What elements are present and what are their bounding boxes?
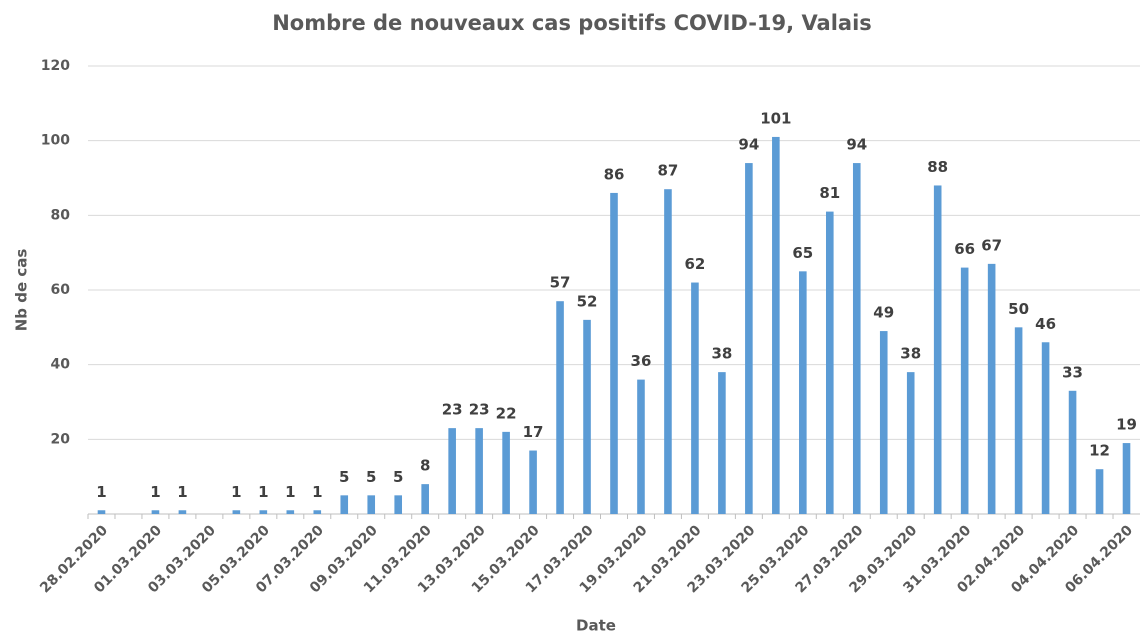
- value-label: 12: [1089, 442, 1110, 460]
- value-label: 5: [339, 468, 349, 486]
- bar: [1122, 443, 1131, 514]
- y-axis-label: Nb de cas: [13, 249, 31, 332]
- bar: [232, 510, 241, 514]
- bar: [97, 510, 106, 514]
- bar: [1014, 327, 1023, 514]
- bar: [906, 372, 915, 514]
- value-label: 87: [658, 162, 679, 180]
- value-label: 1: [150, 483, 160, 501]
- bar: [178, 510, 187, 514]
- value-label: 94: [846, 136, 867, 154]
- y-tick-label: 120: [41, 58, 70, 74]
- y-tick-label: 20: [51, 431, 71, 447]
- bar: [394, 495, 403, 514]
- bar: [610, 192, 618, 514]
- value-label: 23: [442, 401, 463, 419]
- bar: [745, 163, 753, 515]
- value-label: 46: [1035, 315, 1056, 333]
- bar: [1068, 390, 1077, 514]
- value-label: 86: [604, 165, 625, 183]
- bar: [448, 428, 456, 514]
- bar: [421, 484, 429, 514]
- y-tick-label: 40: [51, 357, 71, 373]
- bar: [583, 319, 591, 514]
- value-label: 67: [981, 236, 1002, 254]
- bar: [475, 428, 483, 514]
- bar: [286, 510, 295, 514]
- bar: [825, 211, 834, 514]
- value-label: 1: [258, 483, 268, 501]
- value-label: 101: [760, 109, 791, 127]
- value-label: 5: [393, 468, 403, 486]
- value-label: 62: [684, 255, 705, 273]
- x-axis-label: Date: [576, 617, 616, 635]
- value-label: 38: [900, 345, 921, 363]
- y-tick-label: 100: [41, 133, 70, 149]
- value-label: 49: [873, 304, 894, 322]
- value-label: 65: [792, 244, 813, 262]
- value-label: 36: [631, 352, 652, 370]
- bar: [529, 450, 537, 514]
- value-label: 17: [523, 423, 544, 441]
- bar: [556, 301, 564, 514]
- value-label: 5: [366, 468, 376, 486]
- y-tick-label: 80: [51, 207, 71, 223]
- value-label: 66: [954, 240, 975, 258]
- bar: [852, 163, 861, 515]
- bar: [1095, 469, 1104, 514]
- bar: [799, 271, 807, 514]
- value-label: 1: [285, 483, 295, 501]
- value-label: 1: [96, 483, 106, 501]
- value-label: 1: [177, 483, 187, 501]
- value-label: 52: [577, 292, 598, 310]
- bar: [637, 379, 645, 514]
- value-label: 23: [469, 401, 490, 419]
- bar: [772, 136, 780, 514]
- bar: [259, 510, 268, 514]
- value-label: 19: [1116, 416, 1137, 434]
- value-label: 57: [550, 274, 571, 292]
- bar: [1041, 342, 1050, 514]
- bar: [340, 495, 349, 514]
- value-label: 81: [819, 184, 840, 202]
- bar: [960, 267, 969, 514]
- y-tick-label: 60: [51, 282, 71, 298]
- value-label: 94: [738, 136, 759, 154]
- bar: [691, 282, 699, 514]
- value-label: 22: [496, 404, 517, 422]
- bar: [987, 263, 996, 514]
- bar: [933, 185, 942, 514]
- bar: [151, 510, 160, 514]
- bar: [367, 495, 376, 514]
- value-label: 8: [420, 457, 430, 475]
- value-label: 1: [312, 483, 322, 501]
- value-label: 88: [927, 158, 948, 176]
- chart-title: Nombre de nouveaux cas positifs COVID-19…: [272, 11, 872, 35]
- value-label: 1: [231, 483, 241, 501]
- bar: [879, 331, 888, 514]
- bar: [502, 431, 510, 514]
- value-label: 50: [1008, 300, 1029, 318]
- bar: [718, 372, 726, 514]
- value-label: 38: [711, 345, 732, 363]
- value-label: 33: [1062, 363, 1083, 381]
- bar: [664, 189, 672, 514]
- bar: [313, 510, 322, 514]
